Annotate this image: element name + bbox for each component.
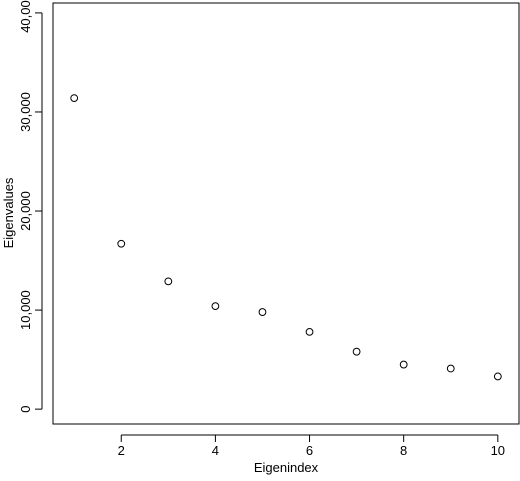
data-point bbox=[164, 277, 173, 286]
y-tick-label: 30,000 bbox=[18, 92, 33, 132]
data-point bbox=[211, 302, 220, 311]
data-point bbox=[352, 347, 361, 356]
data-point bbox=[305, 327, 314, 336]
plot-frame bbox=[52, 2, 520, 425]
x-tick-label: 2 bbox=[118, 443, 125, 458]
x-axis: 2 4 6 8 10 bbox=[118, 434, 505, 458]
x-axis-label: Eigenindex bbox=[254, 460, 319, 475]
y-tick-label: 0 bbox=[18, 406, 33, 413]
data-point bbox=[399, 360, 408, 369]
x-tick-label: 4 bbox=[212, 443, 219, 458]
data-point bbox=[446, 364, 455, 373]
y-tick-label: 40,000 bbox=[18, 0, 33, 33]
data-point bbox=[258, 308, 267, 316]
y-tick-label: 20,000 bbox=[18, 191, 33, 231]
data-point bbox=[117, 239, 126, 248]
x-tick-label: 6 bbox=[306, 443, 313, 458]
y-tick-label: 10,000 bbox=[18, 290, 33, 330]
y-axis: 0 10,000 20,000 30,000 40,000 bbox=[18, 0, 43, 413]
x-tick-label: 10 bbox=[491, 443, 505, 458]
data-point bbox=[493, 372, 502, 381]
data-points bbox=[70, 94, 502, 381]
y-axis-label: Eigenvalues bbox=[1, 177, 16, 248]
data-point bbox=[70, 94, 79, 102]
x-tick-label: 8 bbox=[400, 443, 407, 458]
